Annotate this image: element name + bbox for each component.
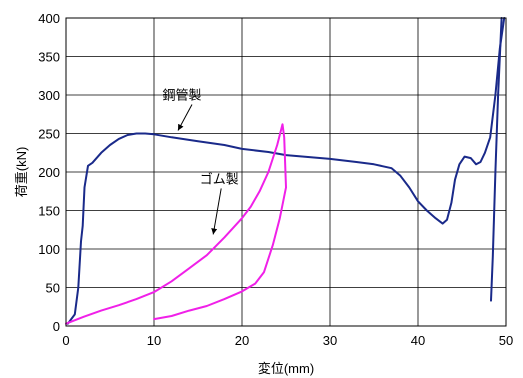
series-line-segment-1 <box>490 17 503 302</box>
x-tick-label: 20 <box>235 333 249 348</box>
annotation-leader-arrow <box>211 188 222 235</box>
y-tick-label: 400 <box>38 11 60 26</box>
y-tick-label: 200 <box>38 165 60 180</box>
y-tick-label: 50 <box>46 281 60 296</box>
x-tick-labels: 0 10 20 30 40 50 <box>62 333 513 348</box>
y-tick-label: 300 <box>38 88 60 103</box>
y-tick-label: 0 <box>53 319 60 334</box>
series-line-ゴム製 <box>65 123 287 325</box>
y-tick-labels: 0 50 100 150 200 250 300 350 400 <box>38 11 60 334</box>
y-tick-label: 350 <box>38 50 60 65</box>
series-layer <box>65 17 506 325</box>
annotation-label: ゴム製 <box>200 171 239 186</box>
annotation-label: 鋼管製 <box>162 88 201 103</box>
x-axis-label: 変位(mm) <box>258 361 314 376</box>
x-tick-label: 50 <box>499 333 513 348</box>
y-tick-label: 150 <box>38 204 60 219</box>
x-tick-label: 10 <box>147 333 161 348</box>
x-tick-label: 40 <box>411 333 425 348</box>
y-tick-label: 250 <box>38 127 60 142</box>
series-line-鋼管製 <box>66 17 506 325</box>
y-axis-label: 荷重(kN) <box>14 147 29 198</box>
x-tick-label: 30 <box>323 333 337 348</box>
y-tick-label: 100 <box>38 242 60 257</box>
plot-frame <box>65 17 507 327</box>
x-tick-label: 0 <box>62 333 69 348</box>
annotation-leader-arrow <box>177 104 193 131</box>
